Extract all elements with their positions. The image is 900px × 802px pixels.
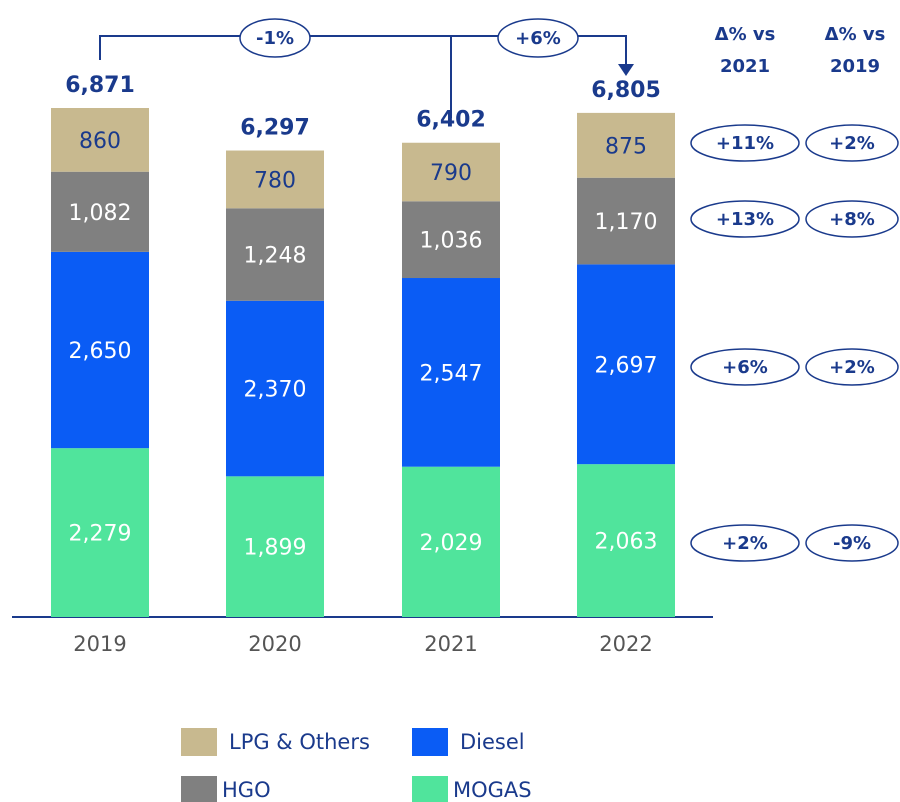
bar-segment xyxy=(226,300,324,477)
change-oval xyxy=(690,348,800,386)
value-label: 2,029 xyxy=(420,531,483,556)
total-label: 6,297 xyxy=(240,116,310,141)
change-oval xyxy=(805,200,899,238)
change-oval xyxy=(497,18,579,58)
bar-segment xyxy=(577,464,675,617)
total-label: 6,805 xyxy=(591,78,661,103)
change-label: +13% xyxy=(716,209,774,230)
bar-segment xyxy=(51,448,149,617)
bar-segment xyxy=(402,142,500,202)
bar-segment xyxy=(402,278,500,467)
change-label: +6% xyxy=(722,357,768,378)
value-label: 1,248 xyxy=(244,244,307,269)
value-label: 2,279 xyxy=(69,522,132,547)
legend-swatch xyxy=(181,728,217,756)
change-label: -9% xyxy=(833,533,871,554)
bar-segment xyxy=(577,264,675,465)
value-label: 2,697 xyxy=(595,353,658,378)
legend-label: HGO xyxy=(222,778,271,802)
bar-segment xyxy=(51,171,149,252)
change-oval xyxy=(690,200,800,238)
value-label: 2,547 xyxy=(420,361,483,386)
value-label: 2,063 xyxy=(595,530,658,555)
x-tick-label: 2019 xyxy=(73,632,126,656)
value-label: 780 xyxy=(254,168,296,193)
bar-segment xyxy=(577,177,675,265)
change-label: +2% xyxy=(722,533,768,554)
value-label: 1,170 xyxy=(595,210,658,235)
bar-segment xyxy=(577,112,675,178)
value-label: 1,899 xyxy=(244,536,307,561)
change-label: -1% xyxy=(256,28,294,49)
change-label: +8% xyxy=(829,209,875,230)
value-label: 790 xyxy=(430,161,472,186)
change-label: +2% xyxy=(829,133,875,154)
legend-label: LPG & Others xyxy=(229,730,370,754)
change-oval xyxy=(690,124,800,162)
bar-segment xyxy=(226,150,324,209)
column-header: Δ% vs 2019 xyxy=(825,24,886,77)
change-label: +6% xyxy=(515,28,561,49)
change-oval xyxy=(805,124,899,162)
legend-label: MOGAS xyxy=(453,778,532,802)
legend-swatch xyxy=(181,776,217,802)
arrow-head xyxy=(618,64,634,76)
legend-swatch xyxy=(412,776,448,802)
value-label: 875 xyxy=(605,134,647,159)
value-label: 1,082 xyxy=(69,201,132,226)
bar-segment xyxy=(402,466,500,617)
change-oval xyxy=(805,524,899,562)
column-header: Δ% vs 2021 xyxy=(715,24,776,77)
change-label: +11% xyxy=(716,133,774,154)
bar-segment xyxy=(226,208,324,301)
total-label: 6,871 xyxy=(65,73,135,98)
value-label: 1,036 xyxy=(420,229,483,254)
change-oval xyxy=(239,18,311,58)
x-tick-label: 2020 xyxy=(248,632,301,656)
total-label: 6,402 xyxy=(416,108,486,133)
x-tick-label: 2021 xyxy=(424,632,477,656)
value-label: 2,650 xyxy=(69,339,132,364)
legend-label: Diesel xyxy=(460,730,525,754)
x-tick-label: 2022 xyxy=(599,632,652,656)
value-label: 2,370 xyxy=(244,378,307,403)
bar-segment xyxy=(51,251,149,449)
bar-segment xyxy=(226,476,324,617)
bar-segment xyxy=(51,108,149,172)
legend-swatch xyxy=(412,728,448,756)
change-label: +2% xyxy=(829,357,875,378)
change-oval xyxy=(690,524,800,562)
bar-segment xyxy=(402,201,500,279)
change-oval xyxy=(805,348,899,386)
value-label: 860 xyxy=(79,129,121,154)
